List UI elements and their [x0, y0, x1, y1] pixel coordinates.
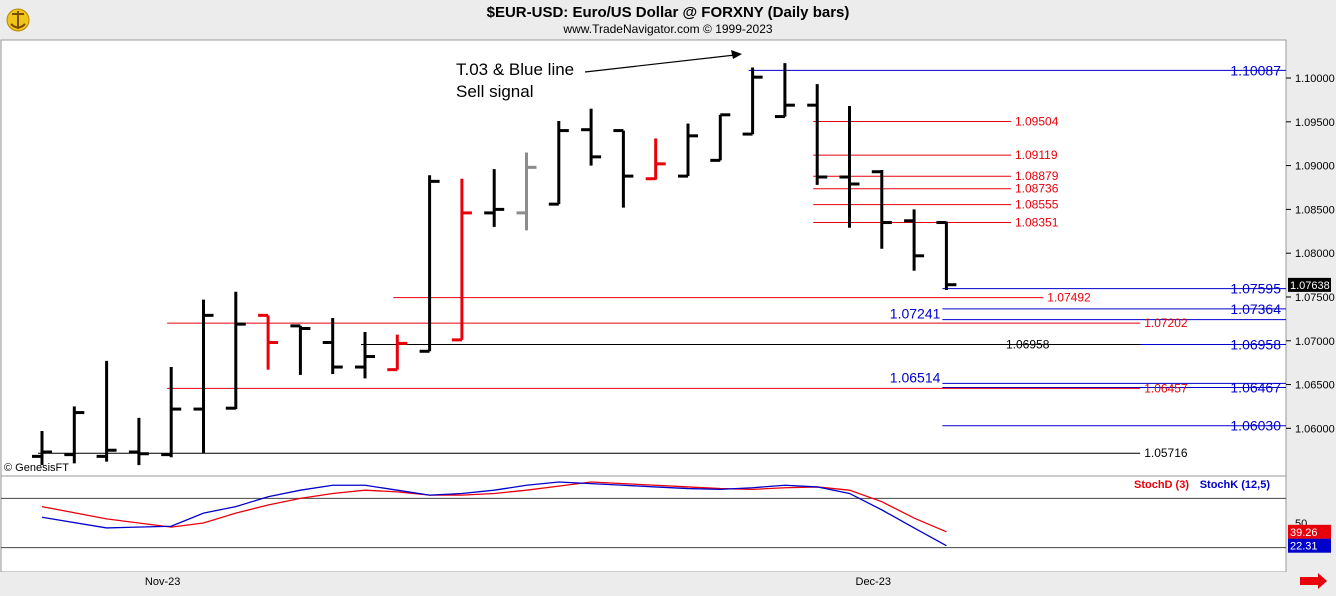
stoch-last-label: 22.31 — [1290, 541, 1318, 553]
date-label: Nov-23 — [145, 576, 180, 588]
stoch-series-line — [41, 481, 947, 533]
scroll-right-arrow-icon[interactable] — [1299, 573, 1327, 589]
date-label: Dec-23 — [856, 576, 891, 588]
level-label: 1.09504 — [1015, 114, 1059, 128]
ohlc-bar — [871, 169, 892, 249]
level-label: 1.06514 — [890, 369, 941, 385]
stoch-series-line — [41, 481, 947, 547]
level-label: 1.09119 — [1015, 148, 1058, 162]
ohlc-bar — [32, 430, 52, 466]
ohlc-bar — [904, 209, 925, 271]
chart-title: $EUR-USD: Euro/US Dollar @ FORXNY (Daily… — [487, 4, 850, 21]
ohlc-bar — [645, 138, 666, 181]
watermark: © GenesisFT — [4, 462, 69, 474]
price-tick-label: 1.07500 — [1295, 292, 1335, 304]
stoch-last-badge — [1288, 538, 1331, 553]
stoch-last-badge — [1288, 524, 1331, 539]
level-label: 1.08736 — [1015, 182, 1059, 196]
annotation-line-1: T.03 & Blue line — [456, 60, 574, 79]
level-label: 1.06030 — [1230, 418, 1281, 434]
ohlc-bar — [387, 334, 408, 372]
ohlc-bar — [161, 367, 182, 458]
ohlc-bar — [613, 129, 634, 208]
ohlc-bar — [290, 324, 311, 375]
anchor-logo-icon — [6, 8, 30, 32]
level-label: 1.07492 — [1047, 291, 1091, 305]
legend-stochk: StochK (12,5) — [1200, 479, 1271, 491]
ohlc-bar — [225, 291, 246, 410]
ohlc-bar — [807, 84, 828, 185]
ohlc-bar — [419, 175, 440, 353]
annotation-arrow-head — [731, 50, 742, 59]
last-price-label: 1.07638 — [1290, 280, 1330, 292]
ohlc-bar — [678, 123, 698, 178]
ohlc-bar — [936, 221, 957, 290]
price-tick-label: 1.09500 — [1295, 117, 1335, 129]
level-label: 1.07364 — [1230, 301, 1281, 317]
ohlc-bar — [710, 113, 731, 162]
level-label: 1.06958 — [1230, 336, 1281, 352]
level-label: 1.07202 — [1144, 316, 1188, 330]
ohlc-bar — [451, 178, 472, 342]
ohlc-bar — [839, 106, 860, 228]
price-tick-label: 1.09000 — [1295, 161, 1335, 173]
ohlc-bar — [516, 152, 537, 231]
ohlc-bar — [322, 317, 343, 375]
stochastics-plot-area — [0, 475, 1287, 573]
ohlc-bar — [484, 169, 505, 227]
level-label: 1.06457 — [1144, 381, 1188, 395]
price-axis: 1.10000 1.09500 1.09000 1.08500 1.08000 1.075… — [1286, 73, 1335, 435]
ohlc-bar — [96, 360, 117, 462]
price-tick-label: 1.10000 — [1295, 73, 1335, 85]
ohlc-bar — [774, 63, 795, 119]
ohlc-bar — [742, 67, 763, 136]
date-axis — [0, 572, 1336, 591]
ohlc-bar — [548, 120, 569, 206]
ohlc-bar — [64, 406, 85, 464]
level-label: 1.08555 — [1015, 198, 1059, 212]
level-label: 1.07241 — [890, 306, 941, 322]
level-label: 1.08879 — [1015, 169, 1059, 183]
price-tick-label: 1.07000 — [1295, 336, 1335, 348]
ohlc-bar — [128, 417, 149, 466]
ohlc-bar — [193, 299, 214, 453]
annotation-line-2: Sell signal — [456, 82, 534, 101]
ohlc-bar — [258, 313, 279, 370]
chart-subtitle: www.TradeNavigator.com © 1999-2023 — [562, 22, 772, 36]
ohlc-bar — [581, 108, 602, 166]
date-axis-labels: Nov-23 Dec-23 — [145, 576, 891, 588]
price-tick-label: 1.06000 — [1295, 423, 1335, 435]
sell-signal-annotation: T.03 & Blue line Sell signal — [456, 50, 742, 101]
level-label: 1.05716 — [1144, 446, 1188, 460]
stoch-last-label: 39.26 — [1290, 527, 1318, 539]
ohlc-bar — [355, 332, 375, 379]
price-plot-area — [0, 39, 1287, 477]
price-tick-label: 1.06500 — [1295, 380, 1335, 392]
legend-stochd: StochD (3) — [1134, 479, 1189, 491]
level-label: 1.08351 — [1015, 215, 1059, 229]
level-label: 1.10087 — [1230, 62, 1281, 78]
level-label: 1.06467 — [1230, 379, 1281, 395]
annotation-arrow — [584, 54, 736, 73]
level-label: 1.06958 — [1006, 337, 1050, 351]
last-price-badge — [1288, 277, 1331, 292]
price-tick-label: 1.08000 — [1295, 248, 1335, 260]
level-label: 1.07595 — [1230, 281, 1281, 297]
price-tick-label: 1.08500 — [1295, 204, 1335, 216]
